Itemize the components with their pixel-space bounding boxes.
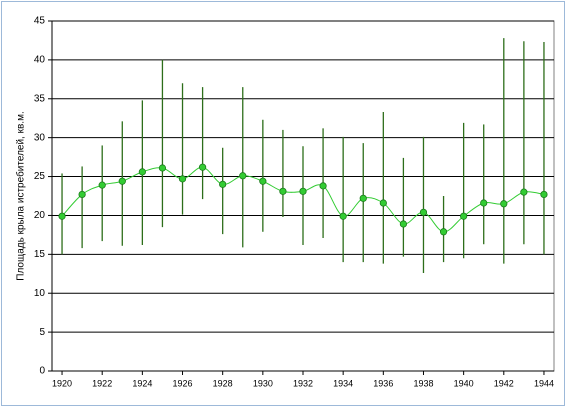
point bbox=[239, 172, 247, 180]
point bbox=[540, 190, 548, 199]
x-tick-label: 1932 bbox=[293, 378, 313, 388]
point bbox=[118, 177, 126, 185]
y-tick-label: 15 bbox=[34, 249, 46, 260]
x-tick-label: 1936 bbox=[373, 378, 393, 388]
point bbox=[259, 177, 267, 185]
point bbox=[58, 212, 66, 220]
x-tick-label: 1944 bbox=[534, 378, 554, 388]
x-tick-label: 1922 bbox=[92, 378, 112, 388]
point bbox=[199, 163, 207, 171]
point bbox=[339, 212, 347, 220]
point bbox=[138, 168, 146, 176]
x-tick-label: 1928 bbox=[213, 378, 233, 388]
point bbox=[460, 212, 468, 220]
point bbox=[299, 187, 307, 195]
point bbox=[219, 180, 227, 188]
point bbox=[419, 208, 428, 216]
point bbox=[359, 194, 367, 202]
x-tick-label: 1934 bbox=[333, 378, 353, 388]
y-tick-label: 30 bbox=[34, 132, 46, 143]
point bbox=[480, 199, 488, 207]
point bbox=[439, 228, 448, 236]
y-tick-label: 35 bbox=[34, 93, 46, 104]
y-tick-label: 5 bbox=[39, 327, 45, 338]
point bbox=[520, 188, 528, 196]
y-axis-label: Площадь крыла истребителей, кв.м. bbox=[15, 111, 27, 280]
point bbox=[178, 175, 187, 183]
y-tick-label: 20 bbox=[34, 210, 46, 221]
y-tick-label: 25 bbox=[34, 171, 46, 182]
point bbox=[399, 220, 407, 228]
x-tick-label: 1930 bbox=[253, 378, 273, 388]
point bbox=[78, 190, 86, 199]
x-tick-label: 1940 bbox=[454, 378, 474, 388]
x-tick-label: 1926 bbox=[173, 378, 193, 388]
x-tick-label: 1920 bbox=[52, 378, 72, 388]
point bbox=[279, 187, 287, 195]
y-tick-label: 0 bbox=[39, 366, 45, 377]
point bbox=[500, 200, 508, 208]
x-tick-label: 1924 bbox=[132, 378, 152, 388]
x-tick-label: 1938 bbox=[413, 378, 433, 388]
point bbox=[98, 181, 106, 189]
point bbox=[158, 164, 167, 172]
point bbox=[379, 199, 387, 207]
y-tick-label: 10 bbox=[34, 288, 46, 299]
point bbox=[319, 182, 327, 190]
y-tick-label: 45 bbox=[34, 16, 46, 27]
y-tick-label: 40 bbox=[34, 55, 46, 66]
x-tick-label: 1942 bbox=[494, 378, 514, 388]
